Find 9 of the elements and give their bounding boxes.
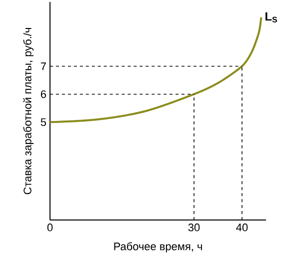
x-tick-label: 0 — [47, 224, 53, 232]
y-tick-label: 5 — [40, 118, 46, 126]
y-axis-title: Ставка заработной платы, руб./ч — [23, 28, 34, 194]
y-tick-label: 7 — [40, 62, 46, 70]
x-tick-label: 30 — [188, 224, 200, 232]
x-axis-title: Рабочее время, ч — [114, 242, 202, 252]
x-tick-label: 40 — [236, 224, 248, 232]
y-tick-label: 6 — [40, 90, 46, 98]
series-label: L$_{S}$ — [266, 12, 278, 22]
